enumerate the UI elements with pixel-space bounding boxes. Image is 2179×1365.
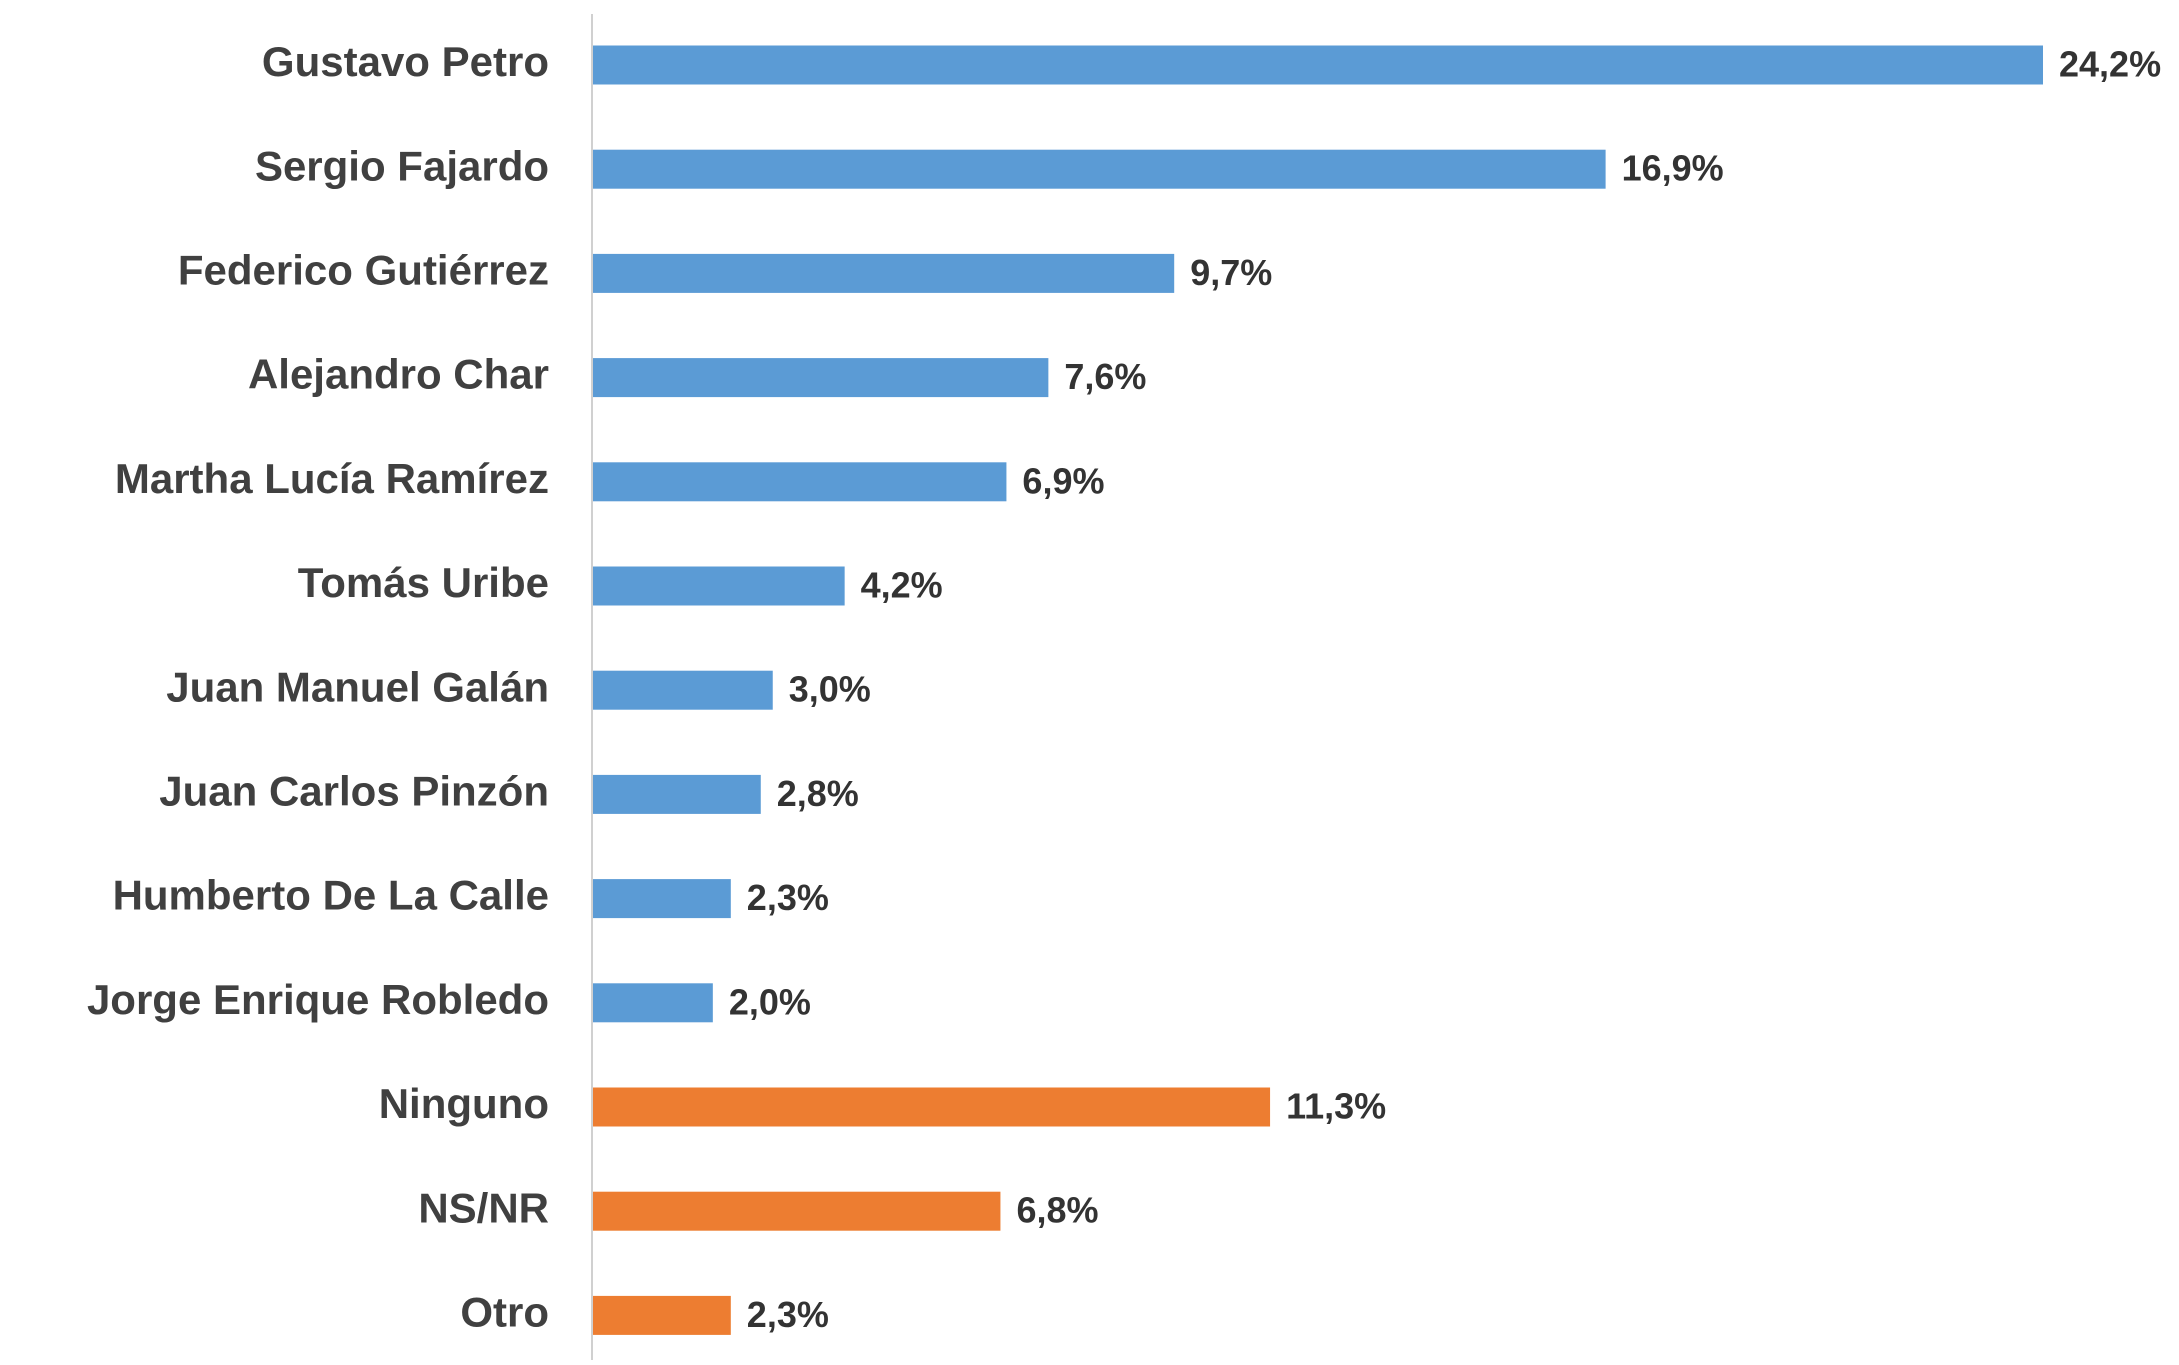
bar [593, 983, 713, 1023]
data-label: 2,0% [729, 981, 811, 1022]
bar [593, 462, 1007, 502]
bar [593, 45, 2043, 85]
category-label: Juan Manuel Galán [166, 663, 549, 710]
category-label: Alejandro Char [248, 351, 549, 398]
category-label: Humberto De La Calle [113, 872, 549, 919]
bar [593, 253, 1175, 293]
category-label: Tomás Uribe [298, 559, 549, 606]
data-label: 4,2% [861, 565, 943, 606]
data-label: 7,6% [1064, 356, 1146, 397]
bar [593, 879, 731, 919]
bar [593, 1191, 1001, 1231]
data-label: 3,0% [789, 669, 871, 710]
bar [593, 1295, 731, 1335]
category-label: Federico Gutiérrez [178, 246, 549, 293]
category-label: Jorge Enrique Robledo [87, 976, 549, 1023]
category-label: Otro [460, 1288, 549, 1335]
category-label: Juan Carlos Pinzón [159, 767, 549, 814]
category-label: Gustavo Petro [262, 38, 549, 85]
bar [593, 774, 761, 814]
data-label: 24,2% [2059, 44, 2161, 85]
data-label: 16,9% [1622, 148, 1724, 189]
category-label: NS/NR [418, 1184, 549, 1231]
category-label: Ninguno [379, 1080, 549, 1127]
bar [593, 358, 1049, 398]
data-label: 6,8% [1016, 1190, 1098, 1231]
category-label: Sergio Fajardo [255, 142, 549, 189]
bar [593, 1087, 1271, 1127]
bar [593, 670, 773, 710]
data-label: 2,8% [777, 773, 859, 814]
data-label: 11,3% [1286, 1086, 1386, 1127]
category-label: Martha Lucía Ramírez [115, 455, 549, 502]
bar [593, 566, 845, 606]
data-label: 9,7% [1190, 252, 1272, 293]
data-label: 6,9% [1022, 460, 1104, 501]
data-label: 2,3% [747, 1294, 829, 1335]
data-label: 2,3% [747, 877, 829, 918]
bar [593, 149, 1606, 189]
